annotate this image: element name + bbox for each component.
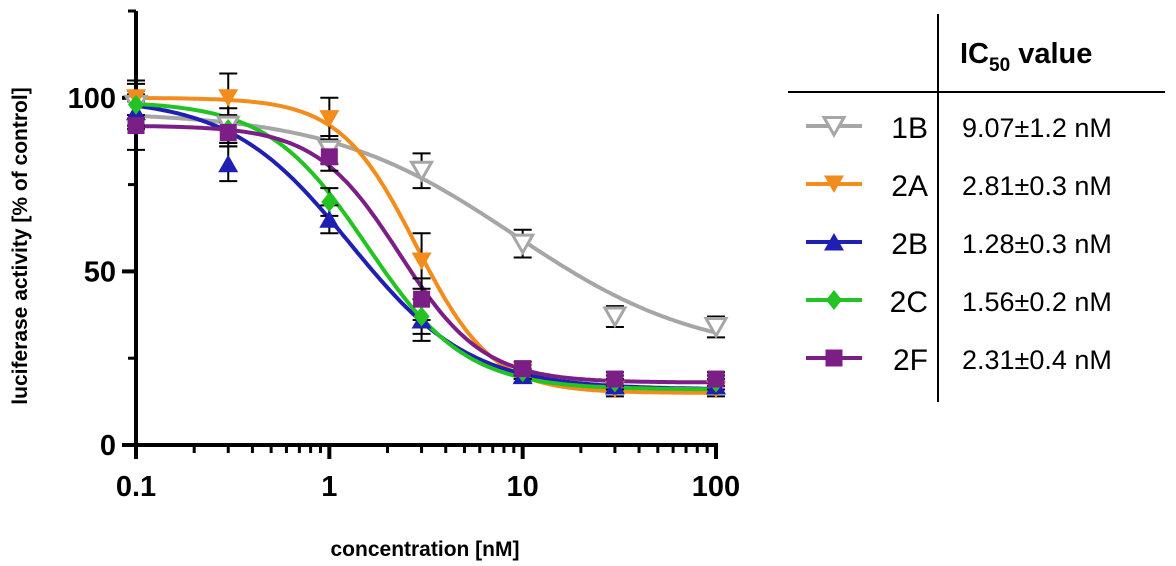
x-tick-label: 0.1 (116, 471, 156, 503)
legend-label-2A: 2A (891, 170, 928, 203)
data-point-2C (128, 94, 144, 115)
data-point-1B (510, 233, 536, 256)
legend-marker-2B (824, 233, 844, 251)
ic50-value-2F: 2.31±0.4 nM (962, 345, 1112, 375)
legend-marker-2F (825, 349, 843, 367)
data-point-2F (320, 148, 338, 166)
legend-label-2C: 2C (890, 286, 928, 319)
data-point-1B (703, 317, 729, 340)
data-point-2F (413, 290, 431, 308)
data-point-1B (409, 160, 435, 183)
y-tick-label: 0 (100, 430, 116, 462)
data-point-2A (411, 252, 432, 270)
y-tick-label: 100 (68, 83, 116, 115)
x-tick-label: 10 (507, 471, 539, 503)
data-point-2A (218, 89, 239, 107)
data-point-1B (602, 306, 628, 329)
axes: 0 50 100 0.1 1 10 100 (68, 9, 740, 503)
y-axis-label: luciferase activity [% of control] (9, 87, 32, 404)
legend-table: IC50 value 1B 9.07±1.2 nM 2A 2.81±0.3 nM 2B 1.… (788, 14, 1165, 402)
ic50-value-2C: 1.56±0.2 nM (962, 287, 1112, 317)
data-point-2F (514, 360, 532, 378)
ic50-value-2A: 2.81±0.3 nM (962, 171, 1112, 201)
data-point-2F (127, 117, 145, 135)
x-tick-label: 1 (321, 471, 337, 503)
data-point-2B (319, 210, 340, 228)
y-tick-label: 50 (84, 256, 116, 288)
x-tick-label: 100 (692, 471, 740, 503)
data-point-2C (321, 192, 338, 212)
ic50-header: IC50 value (960, 38, 1092, 76)
data-point-2A (319, 110, 340, 128)
x-axis-label: concentration [nM] (331, 538, 520, 561)
ic50-value-2B: 1.28±0.3 nM (962, 229, 1112, 259)
data-points (123, 89, 729, 399)
ic50-value-1B: 9.07±1.2 nM (962, 113, 1112, 143)
legend-label-2F: 2F (893, 344, 928, 377)
data-point-2F (219, 124, 237, 142)
legend-marker-2A (824, 175, 844, 193)
data-point-2C (413, 306, 430, 327)
legend-marker-2C (826, 290, 842, 310)
data-point-2B (218, 154, 239, 173)
fit-curve-2B (135, 103, 716, 391)
data-point-2F (606, 370, 624, 388)
legend-marker-1B (821, 116, 847, 139)
legend-label-1B: 1B (891, 112, 928, 145)
legend-label-2B: 2B (891, 228, 928, 261)
data-point-2F (707, 370, 725, 388)
